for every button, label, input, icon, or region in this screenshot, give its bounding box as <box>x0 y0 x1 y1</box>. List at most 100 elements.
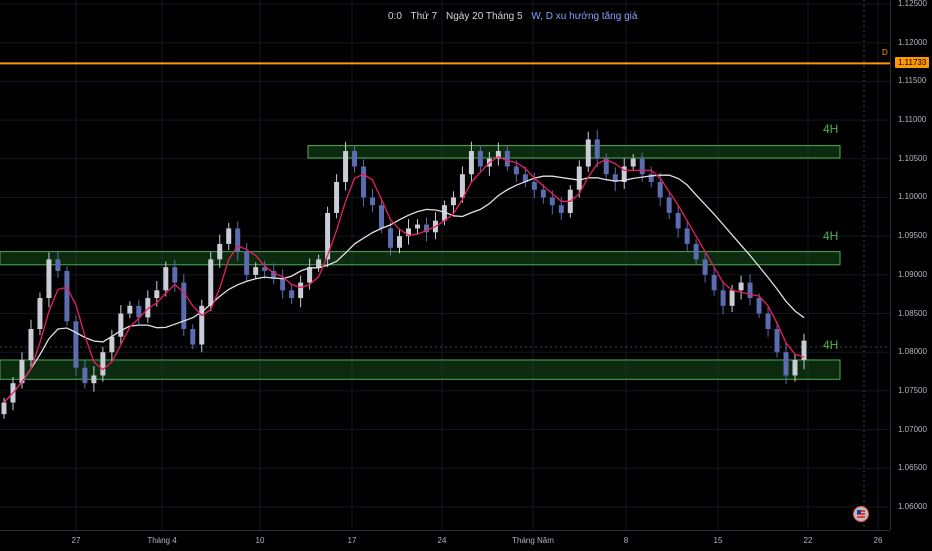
candle-body <box>370 197 376 206</box>
support-resistance-zone <box>307 145 841 159</box>
us-flag-icon[interactable] <box>853 506 869 522</box>
candle-body <box>468 151 474 175</box>
candle-body <box>540 189 546 198</box>
candle-body <box>774 329 780 353</box>
candle-body <box>783 352 789 376</box>
time-axis[interactable]: 27 Tháng 4 10 17 24 Tháng Năm 8 15 22 26 <box>0 530 890 551</box>
candle-body <box>630 158 636 167</box>
candle-body <box>352 151 358 167</box>
candle-body <box>208 259 214 306</box>
candle-body <box>271 270 277 279</box>
candle-body <box>226 228 232 244</box>
candle-body <box>28 329 34 360</box>
legend-date: Ngày 20 Tháng 5 <box>446 11 523 22</box>
candle-body <box>1 402 7 415</box>
candle-body <box>19 359 25 384</box>
candle-body <box>91 375 97 384</box>
candle-body <box>459 174 465 198</box>
slow-moving-average <box>3 174 805 403</box>
candle-body <box>594 139 600 159</box>
candle-body <box>612 174 618 182</box>
candle-body <box>199 305 205 345</box>
price-tick-label: 1.12000 <box>898 37 927 47</box>
fast-moving-average <box>3 156 805 403</box>
legend-ohlc: 0:0 <box>388 11 402 22</box>
candle-body <box>145 298 151 318</box>
candle-body <box>190 329 196 345</box>
price-axis[interactable]: 1.12500 1.12000 1.11500 1.11000 1.10500 1.100… <box>890 0 932 530</box>
candle-body <box>405 228 411 237</box>
candle-body <box>127 305 133 314</box>
candle-body <box>82 367 88 384</box>
candle-body <box>361 166 367 198</box>
candle-body <box>289 290 295 299</box>
legend-day: Thứ 7 <box>410 11 438 22</box>
time-tick-label: Tháng 4 <box>147 536 177 545</box>
candle-body <box>64 270 70 322</box>
candle-body <box>280 278 286 291</box>
candle-body <box>711 274 717 291</box>
time-tick-label: Tháng Năm <box>512 536 554 545</box>
candle-body <box>154 290 160 299</box>
chart-legend: 0:0 Thứ 7 Ngày 20 Tháng 5 W, D xu hướng … <box>388 11 643 22</box>
candle-body <box>73 321 79 368</box>
candle-body <box>477 151 483 167</box>
candle-body <box>181 282 187 330</box>
candle-body <box>334 181 340 213</box>
price-chart[interactable] <box>0 0 890 530</box>
candle-body <box>585 139 591 167</box>
current-price-label: 1.11733 <box>895 57 930 68</box>
price-tick-label: 1.11500 <box>898 76 927 86</box>
zone-label-top: 4H <box>823 122 839 136</box>
candle-body <box>172 267 178 283</box>
candle-body <box>262 267 268 271</box>
candle-body <box>136 305 142 318</box>
time-tick-label: 26 <box>873 536 883 545</box>
candle-body <box>298 282 304 299</box>
candle-body <box>657 181 663 198</box>
candle-body <box>792 359 798 376</box>
chart-area[interactable]: 0:0 Thứ 7 Ngày 20 Tháng 5 W, D xu hướng … <box>0 0 890 530</box>
candle-body <box>253 267 259 275</box>
price-tick-label: 1.10500 <box>898 153 927 163</box>
candle-body <box>603 158 609 175</box>
time-tick-label: 27 <box>71 536 81 545</box>
candle-body <box>666 197 672 213</box>
candle-body <box>684 228 690 244</box>
time-tick-label: 22 <box>803 536 813 545</box>
candle-body <box>522 174 528 182</box>
zone-label-middle: 4H <box>823 229 839 243</box>
candle-body <box>648 174 654 182</box>
candle-body <box>235 228 241 252</box>
candle-body <box>109 336 115 353</box>
candle-body <box>244 251 250 275</box>
candle-body <box>549 197 555 206</box>
candle-body <box>801 340 807 360</box>
support-resistance-zone <box>0 251 841 266</box>
candle-body <box>702 259 708 275</box>
candle-body <box>423 224 429 233</box>
candle-body <box>756 298 762 314</box>
price-tick-label: 1.08000 <box>898 347 927 357</box>
candle-body <box>307 267 313 283</box>
candle-body <box>118 313 124 337</box>
candle-body <box>531 181 537 190</box>
zone-label-bottom: 4H <box>823 338 839 352</box>
price-tick-label: 1.07500 <box>898 385 927 395</box>
price-tick-label: 1.06000 <box>898 502 927 511</box>
candle-body <box>55 259 61 271</box>
candle-body <box>693 243 699 260</box>
legend-note: W, D xu hướng tăng giá <box>531 11 638 22</box>
price-tick-label: 1.07000 <box>898 424 927 434</box>
candle-body <box>441 205 447 221</box>
candle-body <box>747 282 753 299</box>
candle-body <box>46 259 52 299</box>
time-tick-label: 15 <box>713 536 723 545</box>
candle-body <box>738 282 744 291</box>
candle-body <box>100 352 106 376</box>
candle-body <box>37 298 43 330</box>
candle-body <box>765 313 771 330</box>
time-tick-label: 8 <box>623 536 629 545</box>
time-tick-label: 24 <box>437 536 447 545</box>
price-tick-label: 1.10000 <box>898 192 927 202</box>
